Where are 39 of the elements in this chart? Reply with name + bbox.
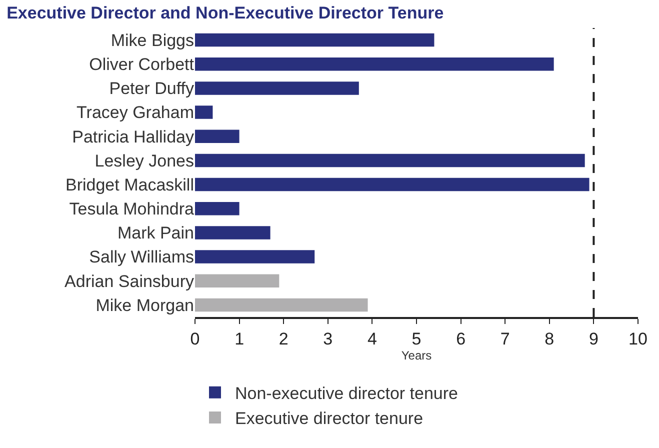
bar — [195, 274, 280, 288]
bar — [195, 130, 240, 143]
y-tick-label: Mark Pain — [117, 224, 194, 243]
y-tick-label: Patricia Halliday — [72, 127, 194, 146]
x-tick-label: 4 — [367, 329, 377, 348]
x-tick-label: 7 — [500, 329, 510, 348]
x-tick-label: 3 — [323, 329, 333, 348]
bar — [195, 226, 270, 240]
y-tick-label: Tesula Mohindra — [69, 200, 195, 219]
bar — [195, 106, 213, 119]
bar — [195, 250, 315, 264]
x-tick-label: 5 — [412, 329, 422, 348]
bar — [195, 178, 590, 192]
bar — [195, 202, 240, 216]
bar — [195, 82, 359, 95]
y-tick-label: Mike Biggs — [110, 30, 194, 50]
bar — [195, 58, 554, 71]
y-tick-label: Oliver Corbett — [89, 55, 194, 74]
bar — [195, 33, 434, 47]
legend-label: Non-executive director tenure — [235, 384, 458, 403]
bar — [195, 154, 585, 168]
x-tick-label: 0 — [190, 329, 200, 348]
x-tick-label: 8 — [544, 329, 554, 348]
legend-label: Executive director tenure — [235, 409, 424, 428]
bar — [195, 298, 368, 312]
x-axis-title: Years — [401, 348, 432, 362]
x-tick-label: 2 — [278, 329, 288, 348]
x-tick-label: 1 — [234, 329, 244, 348]
y-tick-label: Bridget Macaskill — [66, 175, 194, 194]
y-tick-label: Adrian Sainsbury — [64, 272, 194, 291]
y-tick-label: Sally Williams — [89, 248, 194, 267]
x-tick-label: 9 — [588, 329, 598, 348]
x-tick-label: 10 — [628, 329, 648, 348]
y-tick-label: Tracey Graham — [76, 103, 194, 122]
y-tick-label: Lesley Jones — [94, 151, 194, 170]
chart-title: Executive Director and Non-Executive Director Tenure — [6, 4, 444, 23]
x-tick-label: 6 — [456, 329, 466, 348]
y-tick-label: Peter Duffy — [109, 79, 194, 98]
y-tick-label: Mike Morgan — [96, 296, 194, 315]
